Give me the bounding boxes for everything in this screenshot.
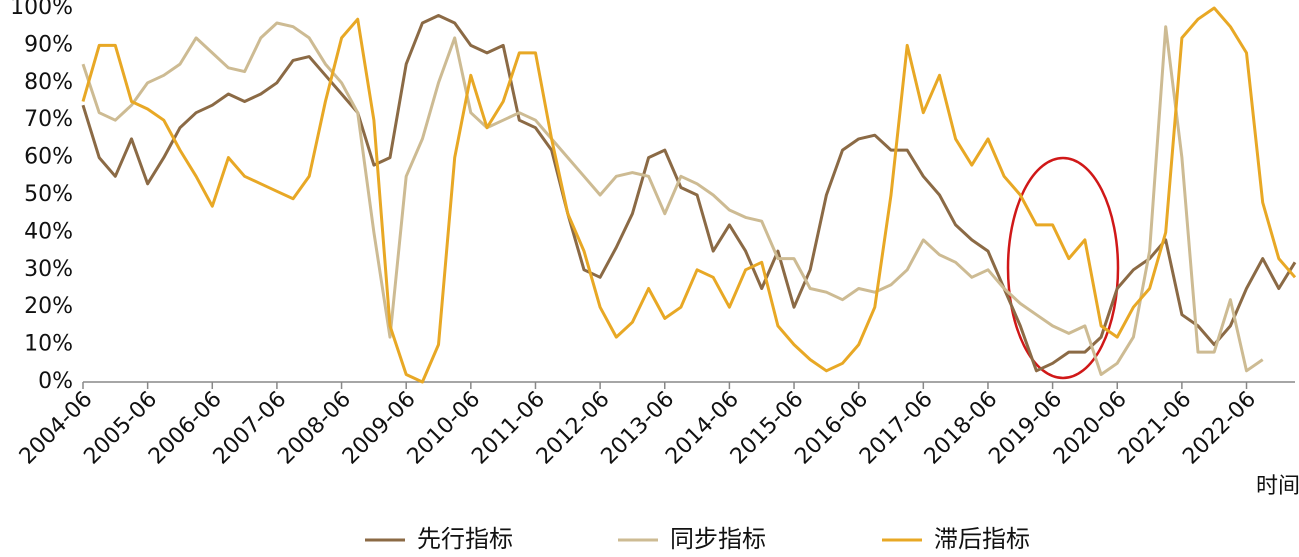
y-tick-label: 70%: [24, 107, 73, 132]
y-tick-label: 90%: [24, 32, 73, 57]
y-tick-label: 30%: [24, 257, 73, 282]
legend-label: 滞后指标: [934, 525, 1030, 553]
legend-label: 同步指标: [670, 525, 766, 553]
x-axis-label: 时间: [1256, 474, 1299, 499]
y-tick-label: 0%: [38, 369, 73, 394]
y-tick-label: 60%: [24, 145, 73, 170]
y-tick-label: 50%: [24, 182, 73, 207]
y-tick-label: 40%: [24, 219, 73, 244]
y-tick-label: 20%: [24, 294, 73, 319]
y-tick-label: 10%: [24, 332, 73, 357]
highlight-ellipse: [1006, 156, 1120, 380]
y-tick-label: 100%: [10, 0, 73, 20]
legend-label: 先行指标: [417, 525, 513, 553]
series-line: [81, 21, 1264, 376]
series-line: [81, 6, 1297, 384]
series-line: [81, 14, 1297, 373]
y-tick-label: 80%: [24, 70, 73, 95]
